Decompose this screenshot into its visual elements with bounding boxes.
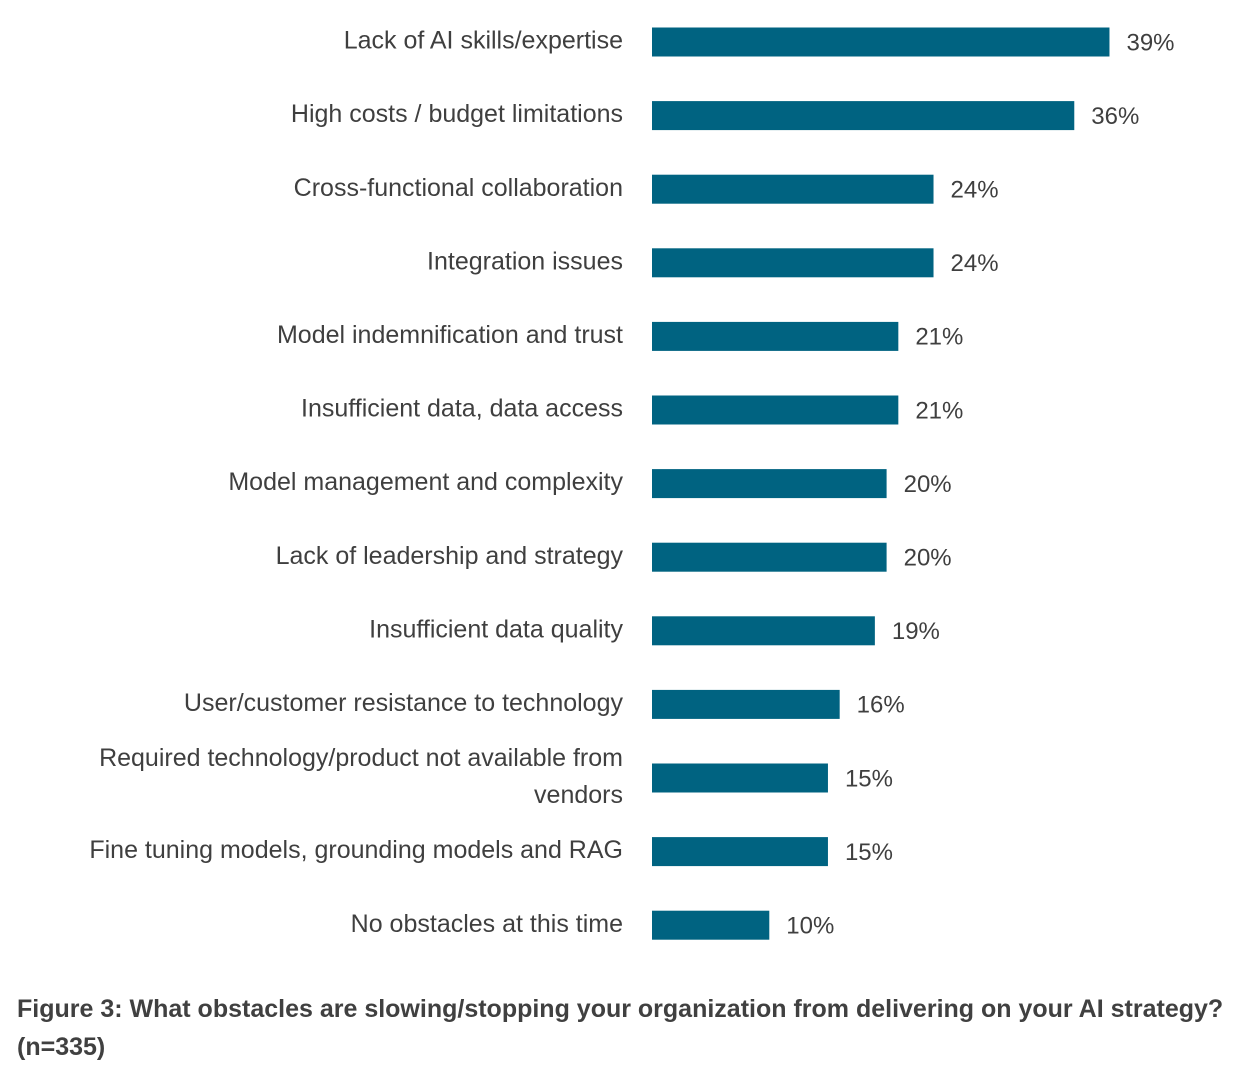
value-label: 19%: [892, 618, 940, 645]
category-label: No obstacles at this time: [351, 910, 623, 938]
category-label: Insufficient data, data access: [301, 395, 623, 423]
bar: [652, 174, 934, 204]
value-label: 21%: [915, 397, 963, 424]
value-label: 15%: [845, 765, 893, 792]
category-label: Insufficient data quality: [369, 615, 623, 643]
bar: [652, 395, 899, 425]
value-label: 24%: [951, 250, 999, 277]
category-label: Required technology/product not availabl…: [99, 744, 623, 809]
value-label: 15%: [845, 839, 893, 866]
value-label: 21%: [915, 324, 963, 351]
category-label: Lack of leadership and strategy: [276, 542, 624, 570]
bar: [652, 321, 899, 351]
category-label: Lack of AI skills/expertise: [344, 27, 623, 55]
bar: [652, 616, 875, 646]
bar: [652, 27, 1110, 57]
category-label: Integration issues: [427, 247, 623, 275]
bar: [652, 689, 840, 719]
category-label: User/customer resistance to technology: [184, 689, 624, 717]
category-label: High costs / budget limitations: [291, 100, 623, 128]
figure-caption: Figure 3: What obstacles are slowing/sto…: [17, 995, 1224, 1061]
bar: [652, 837, 828, 867]
bar: [652, 542, 887, 572]
category-label: Cross-functional collaboration: [294, 174, 623, 202]
bar: [652, 763, 828, 793]
value-label: 10%: [786, 913, 834, 940]
bar-chart: 39% Lack of AI skills/expertise 36% High co…: [89, 27, 1175, 940]
bar: [652, 248, 934, 278]
value-label: 36%: [1091, 103, 1139, 130]
category-label: Model indemnification and trust: [277, 321, 623, 349]
bar: [652, 101, 1075, 131]
bar: [652, 469, 887, 499]
value-label: 20%: [904, 545, 952, 572]
value-label: 16%: [857, 692, 905, 719]
category-label: Model management and complexity: [228, 468, 623, 496]
value-label: 24%: [951, 177, 999, 204]
value-label: 39%: [1126, 29, 1174, 56]
bar: [652, 910, 770, 940]
category-label: Fine tuning models, grounding models and…: [89, 836, 623, 864]
value-label: 20%: [904, 471, 952, 498]
